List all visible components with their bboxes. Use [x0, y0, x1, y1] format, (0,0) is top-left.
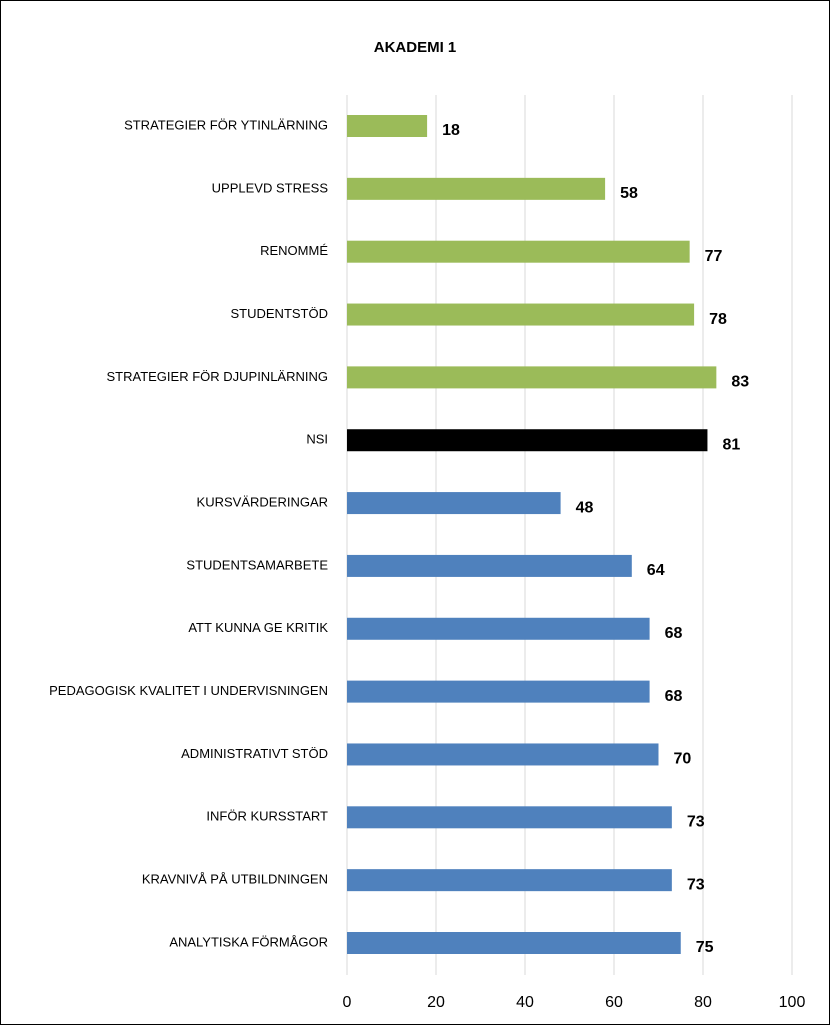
x-tick-label: 60 — [605, 994, 623, 1011]
data-label: 70 — [674, 751, 692, 768]
y-tick-label: STRATEGIER FÖR DJUPINLÄRNING — [106, 369, 328, 384]
y-tick-label: ATT KUNNA GE KRITIK — [188, 620, 328, 635]
y-tick-label: NSI — [306, 432, 328, 447]
bar — [347, 177, 606, 200]
data-label: 18 — [442, 122, 460, 139]
y-tick-label: STUDENTSAMARBETE — [186, 557, 328, 572]
data-label: 68 — [665, 625, 683, 642]
x-tick-label: 20 — [427, 994, 445, 1011]
y-tick-label: KRAVNIVÅ PÅ UTBILDNINGEN — [142, 872, 328, 887]
bar — [347, 240, 690, 263]
x-tick-label: 80 — [694, 994, 712, 1011]
bar — [347, 492, 561, 515]
bar — [347, 303, 695, 326]
chart-title: AKADEMI 1 — [374, 39, 457, 56]
bar — [347, 554, 632, 577]
data-label: 75 — [696, 939, 714, 956]
data-label: 78 — [709, 311, 727, 328]
data-label: 81 — [722, 436, 740, 453]
data-label: 83 — [731, 374, 749, 391]
x-tick-label: 100 — [779, 994, 806, 1011]
bar — [347, 743, 659, 766]
y-tick-label: STRATEGIER FÖR YTINLÄRNING — [124, 117, 328, 132]
data-label: 77 — [705, 248, 723, 265]
data-label: 48 — [576, 499, 594, 516]
y-tick-label: KURSVÄRDERINGAR — [197, 495, 328, 510]
y-tick-label: INFÖR KURSSTART — [206, 809, 328, 824]
bar — [347, 115, 428, 137]
y-tick-label: PEDAGOGISK KVALITET I UNDERVISNINGEN — [49, 683, 328, 698]
bar — [347, 366, 717, 389]
data-label: 64 — [647, 562, 665, 579]
data-label: 73 — [687, 814, 705, 831]
y-tick-label: UPPLEVD STRESS — [212, 180, 329, 195]
y-tick-label: ANALYTISKA FÖRMÅGOR — [169, 934, 328, 949]
data-label: 58 — [620, 185, 638, 202]
bar — [347, 680, 650, 703]
data-label: 68 — [665, 688, 683, 705]
y-tick-label: RENOMMÉ — [260, 243, 328, 258]
bar — [347, 617, 650, 640]
bar — [347, 869, 672, 892]
x-tick-label: 0 — [343, 994, 352, 1011]
data-label: 73 — [687, 876, 705, 893]
bar — [347, 806, 672, 829]
x-tick-label: 40 — [516, 994, 534, 1011]
bar — [347, 429, 708, 452]
bar — [347, 932, 681, 954]
y-tick-label: STUDENTSTÖD — [231, 306, 329, 321]
y-tick-label: ADMINISTRATIVT STÖD — [181, 746, 328, 761]
